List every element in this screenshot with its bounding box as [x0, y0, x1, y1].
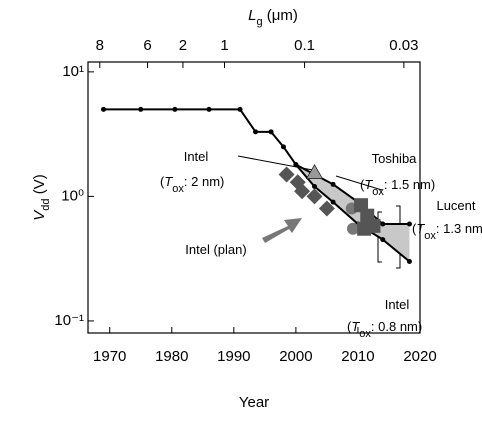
point: [354, 198, 369, 213]
annotation: (Tox: 1.5 nm): [360, 177, 435, 197]
point: [306, 188, 323, 205]
y-axis-label-part: dd: [40, 198, 52, 210]
point: [406, 259, 412, 265]
annotation-part: (: [347, 319, 352, 334]
annotation-part: ox: [424, 230, 436, 242]
annotation-part: (: [160, 174, 165, 189]
annotation-part: T: [416, 221, 425, 236]
x2-tick-label: 0.1: [294, 37, 315, 54]
annotation-part: Toshiba: [372, 151, 418, 166]
annotation-part: (: [360, 177, 365, 192]
line: [295, 163, 411, 263]
y-tick-label: 10¹: [62, 63, 84, 80]
y-axis-label-part: V: [31, 209, 48, 221]
plot-frame: [87, 61, 421, 334]
point: [366, 218, 381, 233]
y-axis-label: Vdd (V): [31, 174, 52, 220]
annotation: Intel: [184, 149, 209, 164]
x2-axis-label-part: g: [256, 16, 262, 28]
point: [305, 164, 324, 179]
annotation-part: (: [412, 221, 417, 236]
point: [138, 106, 144, 112]
point: [312, 184, 318, 190]
x2-tick-label: 1: [220, 37, 228, 54]
point: [330, 181, 336, 187]
annotation-part: T: [351, 319, 360, 334]
x2-tick-label: 8: [96, 37, 104, 54]
point: [318, 200, 335, 217]
point: [330, 199, 336, 205]
x-axis-label-part: Year: [239, 394, 269, 411]
arrow: [262, 218, 302, 243]
leader-line: [237, 155, 319, 172]
x2-axis-label: Lg (μm): [248, 7, 298, 28]
annotation: Toshiba: [372, 151, 418, 166]
point: [268, 129, 274, 135]
annotation: Intel (plan): [185, 242, 246, 257]
annotation-part: Lucent: [436, 198, 475, 213]
annotation-part: ox: [372, 186, 384, 198]
annotation-part: Intel (plan): [185, 242, 246, 257]
annotation-part: T: [164, 174, 173, 189]
point: [346, 222, 359, 235]
point: [380, 237, 386, 243]
point: [253, 129, 259, 135]
x-tick-label: 2020: [403, 348, 436, 365]
leader-line: [335, 175, 383, 191]
point: [101, 106, 107, 112]
annotation-part: ox: [172, 183, 184, 195]
x-tick-label: 1970: [93, 348, 126, 365]
annotation-part: T: [364, 177, 373, 192]
x2-axis-label-part: (μm): [263, 7, 298, 24]
x-tick-label: 2000: [279, 348, 312, 365]
x-axis-label: Year: [239, 394, 269, 411]
point: [280, 144, 286, 150]
y-tick-label: 10⁰: [61, 187, 84, 204]
point: [172, 106, 178, 112]
annotation: Lucent: [436, 198, 475, 213]
annotation: Intel: [385, 297, 410, 312]
annotation-part: Intel: [184, 149, 209, 164]
point: [237, 106, 243, 112]
x2-tick-label: 0.03: [389, 37, 418, 54]
y-tick-label: 10⁻¹: [54, 312, 84, 329]
annotation-part: : 0.8 nm): [371, 319, 422, 334]
point: [294, 183, 311, 200]
annotation-part: : 2 nm): [184, 174, 224, 189]
point: [206, 106, 212, 112]
annotation: (Tox: 1.3 nm): [412, 221, 482, 241]
point: [293, 162, 299, 168]
y-axis-label-part: (V): [31, 174, 48, 198]
annotation-part: : 1.5 nm): [384, 177, 435, 192]
x-tick-label: 1990: [217, 348, 250, 365]
point: [406, 221, 412, 227]
x2-tick-label: 6: [143, 37, 151, 54]
point: [380, 221, 386, 227]
annotation: (Tox: 0.8 nm): [347, 319, 422, 339]
annotation-part: ox: [359, 328, 371, 340]
x2-tick-label: 2: [179, 37, 187, 54]
x-tick-label: 2010: [341, 348, 374, 365]
line: [103, 108, 410, 226]
point: [278, 166, 295, 183]
annotation-part: : 1.3 nm): [436, 221, 482, 236]
x2-axis-label-part: L: [248, 7, 256, 24]
x-tick-label: 1980: [155, 348, 188, 365]
annotation: (Tox: 2 nm): [160, 174, 224, 194]
annotation-part: Intel: [385, 297, 410, 312]
